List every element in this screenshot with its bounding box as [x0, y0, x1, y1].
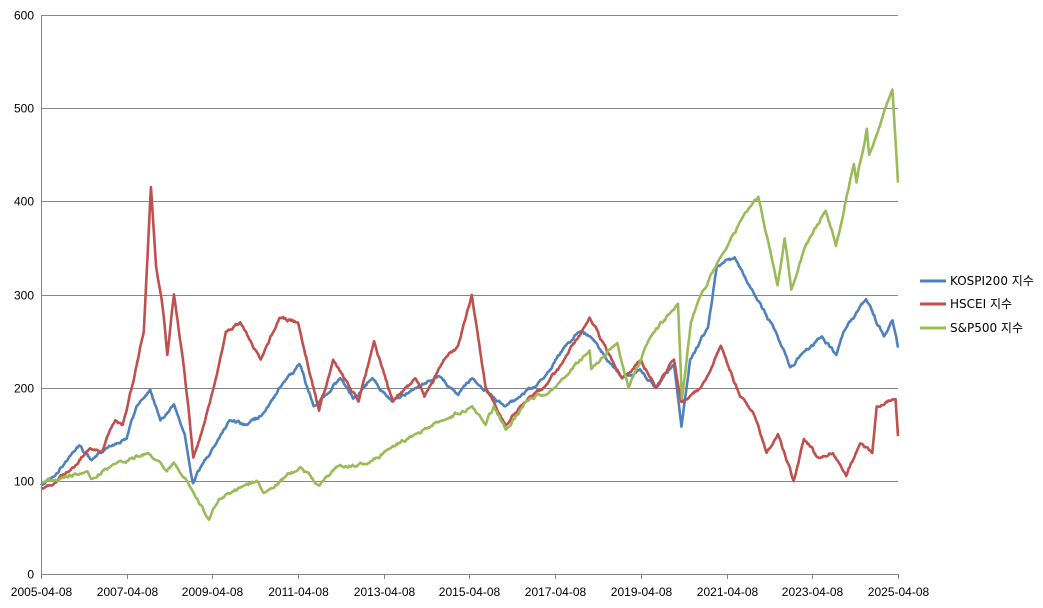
- x-tick-label: 2005-04-08: [11, 585, 73, 599]
- y-tick-label: 200: [14, 382, 34, 396]
- x-tick-label: 2015-04-08: [439, 585, 501, 599]
- x-tick-label: 2011-04-08: [268, 585, 329, 599]
- legend-label: S&P500 지수: [950, 321, 1023, 335]
- y-tick-label: 300: [14, 289, 34, 303]
- series-lines: [40, 88, 900, 522]
- series-line: [40, 88, 900, 522]
- y-tick-label: 400: [14, 195, 34, 209]
- x-tick-label: 2023-04-08: [782, 585, 844, 599]
- legend-label: KOSPI200 지수: [950, 274, 1034, 288]
- x-tick-label: 2021-04-08: [697, 585, 759, 599]
- legend-label: HSCEI 지수: [950, 297, 1012, 311]
- x-tick-label: 2025-04-08: [868, 585, 930, 599]
- y-tick-label: 0: [27, 568, 34, 582]
- y-tick-label: 100: [14, 475, 34, 489]
- y-axis-tick-labels: 0 100 200 300 400 500 600: [14, 9, 34, 582]
- series-line: [40, 256, 900, 487]
- series-line: [40, 185, 900, 490]
- y-tick-label: 600: [14, 9, 34, 23]
- legend: KOSPI200 지수 HSCEI 지수 S&P500 지수: [920, 274, 1034, 335]
- axes: [41, 15, 899, 579]
- x-tick-label: 2019-04-08: [611, 585, 673, 599]
- x-tick-label: 2007-04-08: [97, 585, 159, 599]
- x-axis-tick-labels: 2005-04-08 2007-04-08 2009-04-08 2011-04-08…: [11, 585, 930, 599]
- x-tick-label: 2009-04-08: [182, 585, 244, 599]
- y-tick-label: 500: [14, 102, 34, 116]
- x-tick-label: 2013-04-08: [354, 585, 416, 599]
- x-tick-label: 2017-04-08: [525, 585, 587, 599]
- gridlines: [41, 15, 898, 482]
